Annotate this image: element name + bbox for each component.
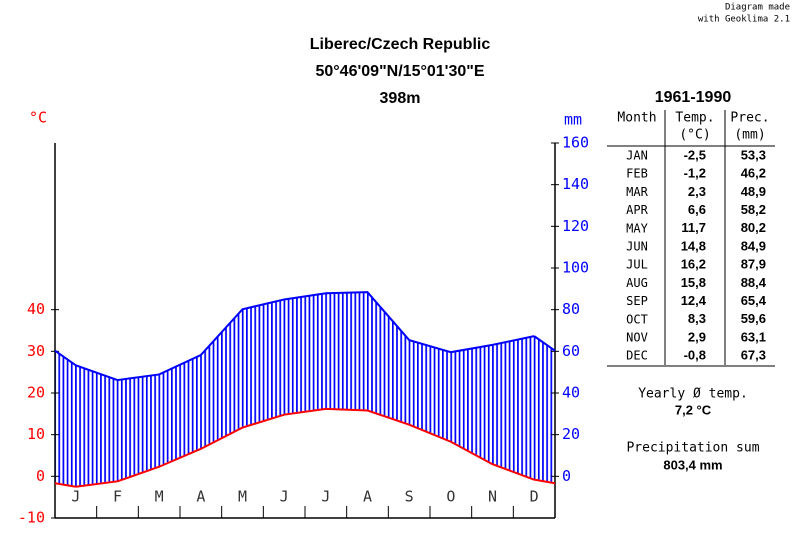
table-prec: 67,3 (741, 348, 766, 363)
table-prec: 53,3 (741, 147, 766, 162)
y2-axis-label: mm (564, 111, 582, 129)
y2-tick-label: 60 (562, 342, 580, 360)
credit: Diagram made (725, 3, 790, 13)
table-unit: (°C) (679, 128, 710, 143)
x-tick-label: J (280, 488, 289, 506)
y-tick-label: 0 (36, 467, 45, 485)
edge-wrap (54, 482, 77, 488)
table-month: NOV (626, 331, 648, 345)
chart-title: Liberec/Czech Republic (310, 36, 491, 53)
x-tick-label: M (155, 488, 164, 506)
table-prec: 63,1 (741, 329, 766, 344)
y-tick-label: 10 (27, 425, 45, 443)
x-tick-label: J (321, 488, 330, 506)
table-month: AUG (626, 276, 648, 290)
x-tick-label: A (196, 488, 205, 506)
chart-subtitle: 50°46'09"N/15°01'30"E (315, 63, 484, 80)
summary-value: 7,2 °C (675, 402, 712, 417)
y-tick-label: 20 (27, 384, 45, 402)
credit: with Geoklima 2.1 (698, 15, 790, 25)
x-tick-label: D (530, 488, 539, 506)
y2-tick-label: 120 (562, 217, 589, 235)
summary-label: Yearly Ø temp. (638, 387, 748, 402)
x-tick-label: F (113, 488, 122, 506)
table-temp: -2,5 (684, 147, 706, 162)
table-temp: -1,2 (684, 166, 706, 181)
table-month: DEC (626, 349, 648, 363)
table-header: Prec. (730, 111, 769, 126)
table-month: OCT (626, 312, 648, 326)
edge-wrap (533, 478, 556, 485)
table-temp: 11,7 (681, 220, 706, 235)
table-prec: 48,9 (741, 184, 766, 199)
x-tick-label: J (71, 488, 80, 506)
y-tick-label: -10 (18, 509, 45, 527)
table-month: MAR (626, 185, 648, 199)
y2-tick-label: 40 (562, 384, 580, 402)
y-axis-label: °C (29, 109, 47, 127)
x-tick-label: A (363, 488, 372, 506)
table-period: 1961-1990 (655, 89, 732, 106)
y-tick-label: 40 (27, 300, 45, 318)
x-tick-label: S (405, 488, 414, 506)
table-prec: 65,4 (741, 293, 767, 308)
table-month: JUN (626, 240, 648, 254)
table-month: APR (626, 203, 648, 217)
edge-wrap (533, 335, 556, 352)
table-month: FEB (626, 167, 648, 181)
y2-tick-label: 160 (562, 134, 589, 152)
summary-label: Precipitation sum (626, 441, 759, 456)
y2-tick-label: 100 (562, 259, 589, 277)
table-month: MAY (626, 221, 648, 235)
humid-area (55, 292, 555, 487)
y2-tick-label: 80 (562, 300, 580, 318)
table-prec: 84,9 (741, 238, 766, 253)
temperature-line (75, 407, 535, 488)
summary-value: 803,4 mm (663, 457, 722, 472)
y2-tick-label: 20 (562, 425, 580, 443)
y2-tick-label: 0 (562, 467, 571, 485)
table-temp: 6,6 (688, 202, 706, 217)
table-temp: 8,3 (688, 311, 706, 326)
table-header: Month (617, 111, 656, 126)
table-temp: -0,8 (684, 348, 706, 363)
x-tick-label: O (446, 488, 455, 506)
table-temp: 2,9 (688, 329, 706, 344)
table-temp: 2,3 (688, 184, 706, 199)
table-temp: 16,2 (681, 257, 706, 272)
table-temp: 14,8 (681, 238, 706, 253)
table-unit: (mm) (734, 128, 765, 143)
x-tick-label: N (488, 488, 497, 506)
table-prec: 59,6 (741, 311, 766, 326)
table-prec: 87,9 (741, 257, 766, 272)
table-month: JUL (626, 258, 648, 272)
edge-wrap (54, 349, 77, 367)
table-header: Temp. (675, 111, 714, 126)
table-prec: 88,4 (741, 275, 767, 290)
table-prec: 80,2 (741, 220, 766, 235)
table-temp: 15,8 (681, 275, 706, 290)
x-tick-label: M (238, 488, 247, 506)
table-month: SEP (626, 294, 648, 308)
y-tick-label: 30 (27, 342, 45, 360)
y2-tick-label: 140 (562, 175, 589, 193)
precipitation-line (75, 291, 535, 382)
table-month: JAN (626, 149, 648, 163)
table-prec: 46,2 (741, 166, 766, 181)
elevation: 398m (380, 90, 421, 107)
table-temp: 12,4 (681, 293, 707, 308)
table-prec: 58,2 (741, 202, 766, 217)
